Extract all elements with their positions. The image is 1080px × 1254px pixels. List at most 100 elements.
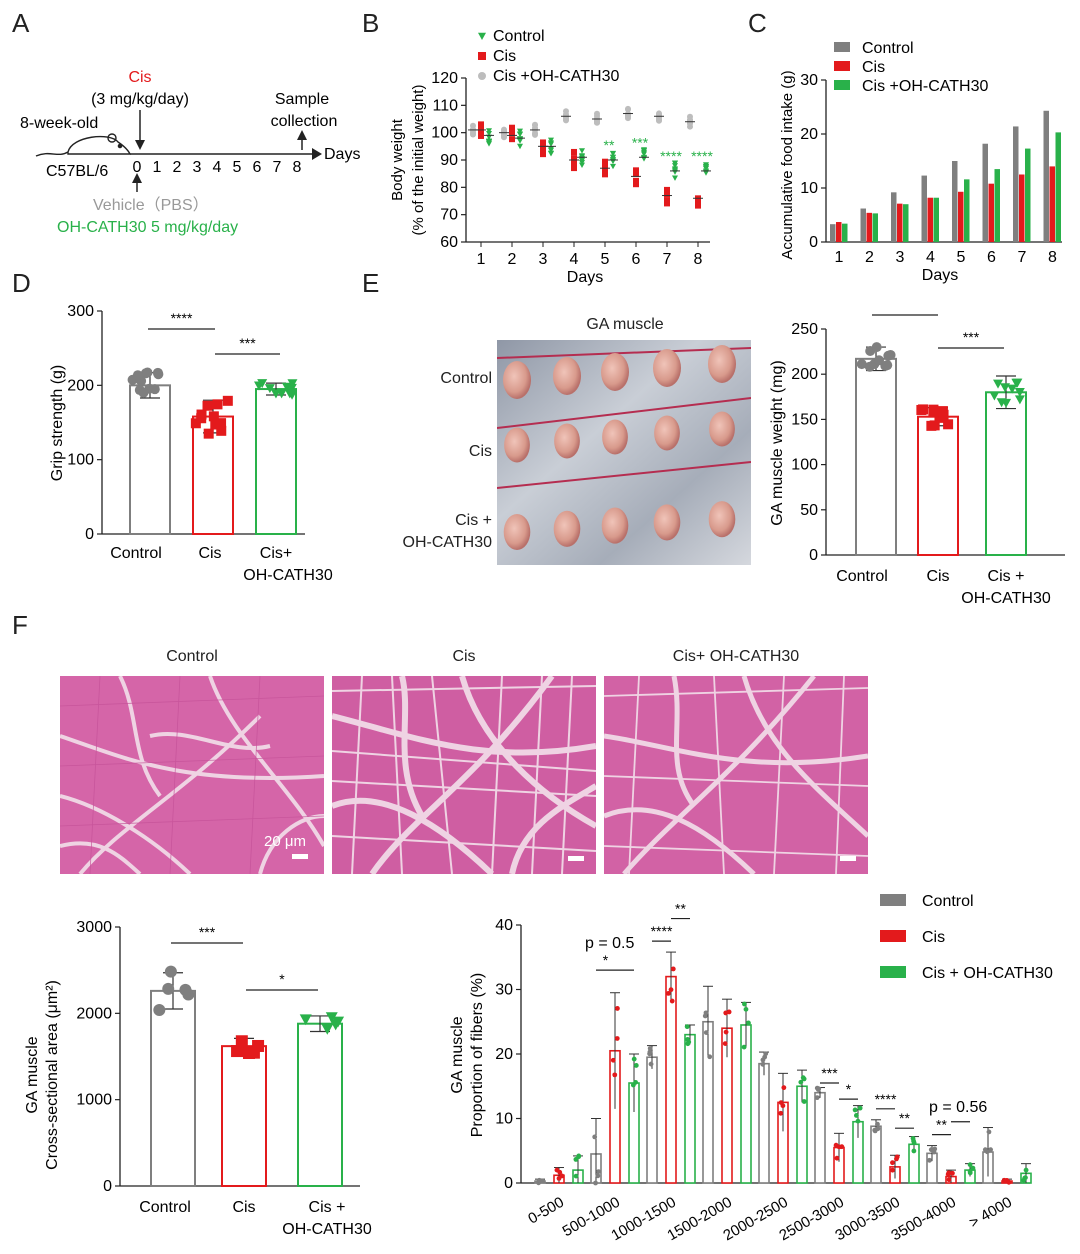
data-point [672,175,678,181]
muscle-weight-chart: 0 50 100 150 200 250 Control Cis Cis + OH-CATH30 *… [769,310,1065,607]
x-tick-label: Cis [232,1199,255,1216]
data-point [501,132,507,139]
data-point [1007,384,1018,394]
y-tick-label: 0 [809,547,818,564]
data-point [257,379,268,389]
data-point [946,1177,952,1183]
bar [758,1062,770,1184]
data-point [894,1154,900,1160]
muscle-sample [708,345,736,383]
legend-marker [478,32,486,40]
bar [1013,126,1019,242]
data-point [996,398,1007,408]
x-tick-label: OH-CATH30 [961,590,1051,607]
significance-label: *** [632,134,649,150]
data-point [162,982,175,995]
y-tick-label: 120 [431,70,458,87]
significance-label: **** [171,310,193,326]
point-group [561,108,571,124]
data-point [703,164,709,171]
data-point [702,1013,708,1019]
x-tick-label: 1 [477,251,486,268]
timeline-tick-label: 2 [173,159,182,176]
data-point [927,1157,932,1163]
x-tick-label: 2 [865,249,874,266]
point-group [600,158,610,178]
data-point [871,342,882,353]
data-point [532,121,538,128]
bar [221,1045,267,1187]
muscle-sample [553,357,581,395]
significance-label: *** [821,1065,838,1081]
data-point [216,425,227,436]
data-point [672,160,678,167]
x-tick-label: 2 [508,251,517,268]
timeline-tick-label: 6 [253,159,262,176]
x-tick-label: > 4000 [966,1194,1015,1232]
bar [982,143,988,242]
data-point [989,391,1000,401]
point-group [538,139,548,158]
y-tick-label: 30 [495,982,513,999]
muscle-sample [503,361,531,399]
bar [988,183,994,242]
data-point [656,117,662,124]
data-point [687,113,693,120]
data-point [509,130,515,137]
data-point [540,139,546,146]
legend-label: Control [922,893,974,910]
y-tick-label: 200 [791,366,818,383]
timeline-tick-label: 4 [213,159,222,176]
vehicle-label: Vehicle（PBS） [93,196,209,214]
x-tick-label: 8 [694,251,703,268]
y-axis-title: GA muscle weight (mg) [769,360,786,525]
collection-label: collection [271,113,338,130]
data-point [970,1165,976,1171]
panel-letter-c: C [748,8,767,38]
x-tick-label: 4 [570,251,579,268]
data-point [669,998,675,1004]
data-point [596,1169,601,1174]
bar [860,208,866,242]
data-point [986,1129,992,1135]
data-point [664,198,670,205]
data-point [595,1173,601,1179]
x-tick-label: Cis+ [260,545,292,562]
histology-cis [332,676,596,874]
y-tick-label: 30 [800,72,818,89]
data-point [834,1155,840,1161]
data-point [571,163,577,170]
panel-letter-a: A [12,8,30,38]
data-point [222,395,233,406]
data-point [149,384,160,395]
data-point [614,1036,620,1041]
histology-cis-oh [604,676,868,874]
data-point [548,141,554,148]
data-point [664,186,670,193]
y-axis-title: Grip strength (g) [49,365,66,481]
y-axis-title: Body weight [389,118,406,201]
data-point [190,418,201,429]
cis-label: Cis [128,69,151,86]
data-point [872,1127,878,1133]
x-tick-label: OH-CATH30 [282,1221,372,1238]
timeline-tick-label: 8 [293,159,302,176]
data-point [270,389,281,399]
sample-label: Sample [275,91,329,108]
data-point [612,1072,618,1078]
data-point [556,1176,562,1181]
significance-label: ** [899,1110,910,1126]
data-point [670,966,676,972]
bar [1019,174,1025,242]
y-tick-label: 250 [791,321,818,338]
p-value-label: p = 0.5 [585,935,634,952]
y-tick-label: 20 [800,126,818,143]
x-tick-label: 8 [1048,249,1057,266]
data-point [610,150,616,157]
muscle-sample [654,415,680,451]
muscle-sample [504,427,530,463]
data-point [509,136,515,143]
data-point [993,379,1004,389]
muscle-sample [503,513,531,551]
data-point [648,1061,654,1067]
